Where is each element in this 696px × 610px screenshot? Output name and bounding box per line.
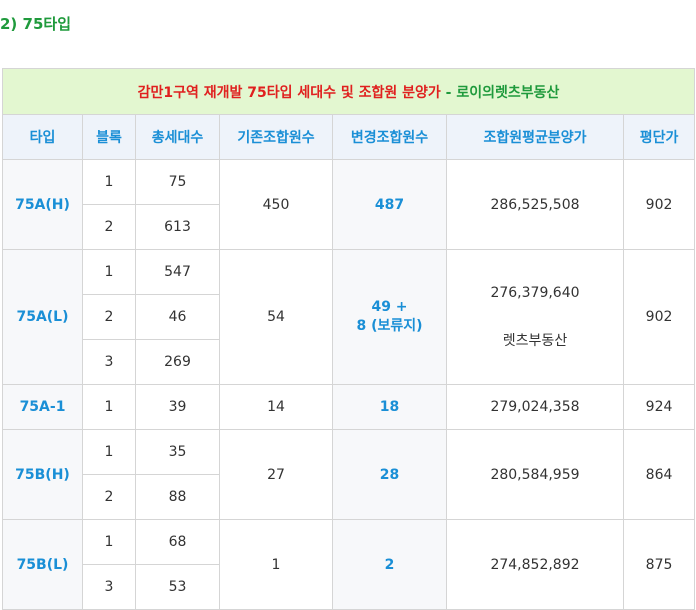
per-pyeong-cell: 875 bbox=[622, 519, 696, 610]
units-cell: 39 bbox=[135, 384, 220, 430]
watermark-text: 렛츠부동산 bbox=[502, 333, 568, 349]
existing-cell: 14 bbox=[219, 384, 333, 430]
header-existing-members: 기존조합원수 bbox=[219, 114, 333, 160]
header-block: 블록 bbox=[82, 114, 136, 160]
units-cell: 75 bbox=[135, 159, 220, 205]
units-cell: 269 bbox=[135, 339, 220, 385]
type-cell: 75B(L) bbox=[2, 519, 83, 610]
table-row: 75A-1 1 39 14 18 279,024,358 924 bbox=[2, 384, 696, 430]
units-cell: 53 bbox=[135, 564, 220, 610]
units-cell: 547 bbox=[135, 249, 220, 295]
avg-price-cell: 279,024,358 bbox=[446, 384, 624, 430]
type-cell: 75A(L) bbox=[2, 249, 83, 385]
table-row: 2 88 bbox=[3, 474, 695, 520]
block-cell: 2 bbox=[82, 474, 136, 520]
block-cell: 2 bbox=[82, 294, 136, 340]
changed-line-1: 49 + bbox=[371, 299, 408, 315]
changed-cell: 28 bbox=[332, 429, 447, 520]
per-pyeong-cell: 924 bbox=[622, 384, 696, 430]
caption-dash: - bbox=[440, 84, 457, 101]
changed-line-2: 8 (보류지) bbox=[356, 318, 423, 334]
block-cell: 3 bbox=[82, 564, 136, 610]
type-cell: 75A-1 bbox=[2, 384, 83, 430]
changed-cell: 2 bbox=[332, 519, 447, 610]
header-price-per-pyeong: 평단가 bbox=[622, 114, 696, 160]
block-cell: 1 bbox=[82, 384, 136, 430]
changed-cell: 487 bbox=[332, 159, 447, 250]
block-cell: 3 bbox=[82, 339, 136, 385]
type-cell: 75A(H) bbox=[2, 159, 83, 250]
per-pyeong-cell: 864 bbox=[622, 429, 696, 520]
existing-cell: 27 bbox=[219, 429, 333, 520]
table-row: 75B(H) 1 35 27 28 280,584,959 864 bbox=[2, 429, 696, 520]
avg-price-cell: 280,584,959 bbox=[446, 429, 624, 520]
units-cell: 68 bbox=[135, 519, 220, 565]
table-row: 75B(L) 1 68 1 2 274,852,892 875 bbox=[2, 519, 696, 610]
existing-cell: 54 bbox=[219, 249, 333, 385]
table-row: 3 269 bbox=[3, 339, 695, 385]
header-changed-members: 변경조합원수 bbox=[332, 114, 447, 160]
units-cell: 35 bbox=[135, 429, 220, 475]
avg-price-cell: 276,379,640 렛츠부동산 bbox=[446, 249, 624, 385]
block-cell: 1 bbox=[82, 159, 136, 205]
section-title: 2) 75타입 bbox=[0, 15, 71, 33]
existing-cell: 1 bbox=[219, 519, 333, 610]
table-row: 3 53 bbox=[3, 564, 695, 610]
caption-agency: 로이의렛츠부동산 bbox=[456, 84, 560, 101]
block-cell: 2 bbox=[82, 204, 136, 250]
header-total-units: 총세대수 bbox=[135, 114, 220, 160]
units-cell: 88 bbox=[135, 474, 220, 520]
per-pyeong-cell: 902 bbox=[622, 159, 696, 250]
header-avg-price: 조합원평균분양가 bbox=[446, 114, 624, 160]
table-row: 75A(L) 1 547 54 49 + 8 (보류지) 276,379,640… bbox=[2, 249, 696, 385]
table-row: 75A(H) 1 75 450 487 286,525,508 902 bbox=[2, 159, 696, 250]
block-cell: 1 bbox=[82, 429, 136, 475]
block-cell: 1 bbox=[82, 519, 136, 565]
table-row: 2 46 bbox=[3, 294, 695, 340]
price-table: 감만1구역 재개발 75타입 세대수 및 조합원 분양가 - 로이의렛츠부동산 … bbox=[1, 68, 696, 610]
changed-cell: 18 bbox=[332, 384, 447, 430]
units-cell: 613 bbox=[135, 204, 220, 250]
per-pyeong-cell: 902 bbox=[622, 249, 696, 385]
caption-main: 감만1구역 재개발 75타입 세대수 및 조합원 분양가 bbox=[137, 84, 441, 101]
table-row: 2 613 bbox=[3, 204, 695, 250]
table-header-row: 타입 블록 총세대수 기존조합원수 변경조합원수 조합원평균분양가 평단가 bbox=[2, 114, 696, 160]
existing-cell: 450 bbox=[219, 159, 333, 250]
avg-price-cell: 286,525,508 bbox=[446, 159, 624, 250]
avg-price-cell: 274,852,892 bbox=[446, 519, 624, 610]
block-cell: 1 bbox=[82, 249, 136, 295]
table-caption: 감만1구역 재개발 75타입 세대수 및 조합원 분양가 - 로이의렛츠부동산 bbox=[1, 68, 696, 115]
units-cell: 46 bbox=[135, 294, 220, 340]
header-type: 타입 bbox=[2, 114, 83, 160]
changed-cell: 49 + 8 (보류지) bbox=[332, 249, 447, 385]
type-cell: 75B(H) bbox=[2, 429, 83, 520]
avg-price-value: 276,379,640 bbox=[490, 285, 580, 301]
